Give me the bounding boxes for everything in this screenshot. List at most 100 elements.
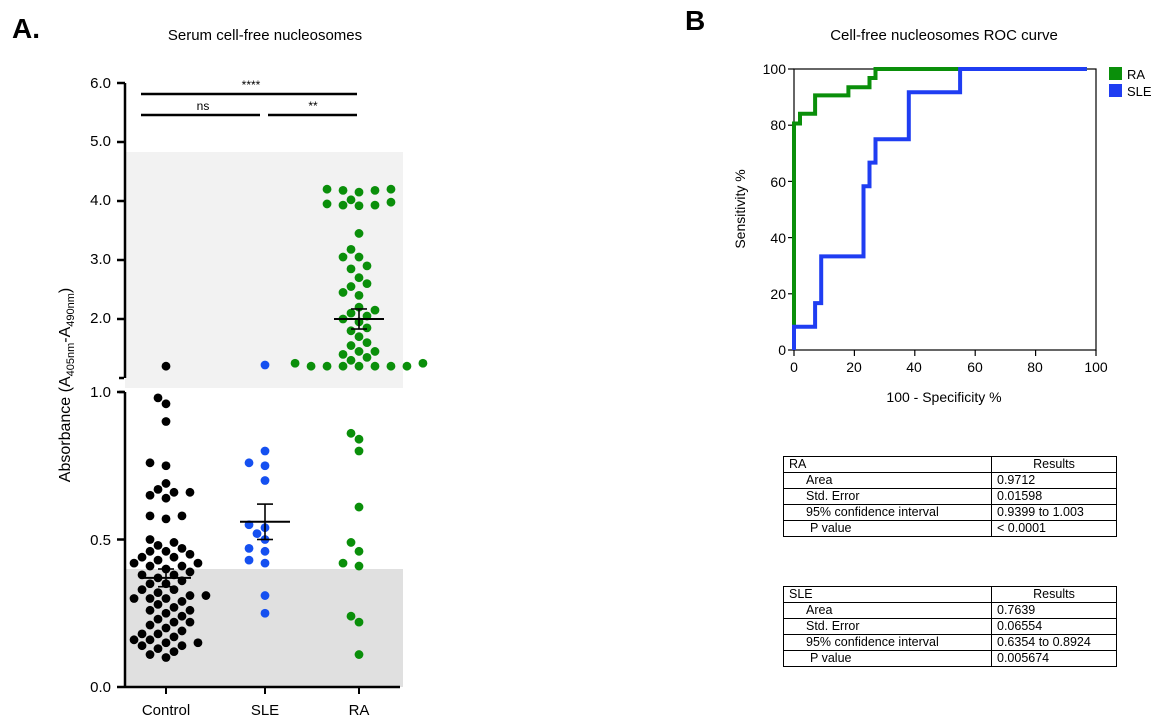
- sig-control-sle: ns: [197, 99, 210, 113]
- table-cell: Std. Error: [783, 618, 992, 635]
- data-point: [137, 585, 147, 595]
- data-point: [153, 484, 163, 494]
- data-point: [338, 200, 348, 210]
- data-point: [386, 184, 396, 194]
- data-point: [362, 338, 372, 347]
- data-point: [260, 591, 270, 600]
- roc-ticks: [788, 68, 1097, 356]
- data-point: [185, 605, 195, 615]
- data-point: [338, 288, 348, 297]
- y-tick-label: 40: [770, 230, 786, 246]
- data-point: [193, 638, 203, 648]
- table-row: RA Results: [783, 456, 1117, 473]
- data-point: [386, 361, 396, 371]
- legend-label-sle: SLE: [1127, 84, 1152, 99]
- y-tick-label: 80: [770, 117, 786, 133]
- roc-line-sle: [792, 67, 1087, 350]
- x-category-label: Control: [142, 702, 190, 719]
- data-point: [354, 291, 364, 300]
- table-row: Area 0.9712: [783, 472, 1117, 489]
- data-point: [193, 558, 203, 568]
- data-point: [346, 264, 356, 274]
- panel-a-y-ticks: 6.0 5.0 4.0 3.0 2.0 1.0 0.5 0.0: [90, 75, 111, 696]
- data-point: [306, 361, 316, 371]
- data-point: [354, 187, 364, 197]
- roc-y-tick-labels: 0 20 40 60 80 100: [763, 61, 787, 358]
- table-cell: 95% confidence interval: [783, 504, 992, 521]
- data-point: [354, 361, 364, 371]
- data-point: [153, 393, 163, 403]
- data-point: [161, 546, 171, 556]
- data-point: [354, 561, 364, 571]
- table-cell: P value: [783, 650, 992, 667]
- data-point: [260, 461, 270, 471]
- data-point: [161, 623, 171, 633]
- data-point: [346, 341, 356, 350]
- data-point: [260, 558, 270, 568]
- data-point: [169, 647, 179, 656]
- data-point: [177, 543, 187, 553]
- data-point: [322, 199, 332, 209]
- data-point: [153, 588, 163, 597]
- ra-results-table: RA Results Area 0.9712 Std. Error 0.0159…: [783, 456, 1117, 537]
- data-point: [145, 579, 155, 589]
- data-point: [161, 417, 171, 426]
- table-cell: Std. Error: [783, 488, 992, 505]
- data-point: [145, 650, 155, 659]
- table-cell: 0.01598: [991, 488, 1117, 505]
- data-point: [354, 650, 364, 659]
- roc-line-ra: [792, 67, 1087, 350]
- data-point: [161, 493, 171, 503]
- x-tick-label: 80: [1027, 359, 1043, 375]
- data-point: [260, 546, 270, 556]
- legend-label-ra: RA: [1127, 67, 1145, 82]
- table-cell: Results: [991, 586, 1117, 603]
- sig-sle-ra: **: [308, 99, 318, 113]
- data-point: [161, 461, 171, 471]
- sle-results-table: SLE Results Area 0.7639 Std. Error 0.065…: [783, 586, 1117, 667]
- data-point: [370, 200, 380, 210]
- data-point: [137, 552, 147, 562]
- data-point: [252, 529, 262, 538]
- data-point: [260, 446, 270, 456]
- data-point: [370, 185, 380, 195]
- data-point: [354, 273, 364, 283]
- table-row: SLE Results: [783, 586, 1117, 603]
- data-point: [185, 549, 195, 559]
- table-cell: Area: [783, 602, 992, 619]
- data-point: [145, 546, 155, 556]
- sig-overall: ****: [242, 78, 261, 92]
- data-point: [185, 591, 195, 600]
- data-point: [402, 361, 412, 371]
- data-point: [244, 458, 254, 468]
- data-point: [386, 197, 396, 207]
- data-point: [169, 538, 179, 547]
- x-tick-label: 40: [906, 359, 922, 375]
- data-point: [346, 538, 356, 547]
- data-point: [161, 361, 171, 371]
- data-point: [145, 458, 155, 468]
- data-point: [322, 184, 332, 194]
- table-cell: P value: [783, 520, 992, 537]
- data-point: [354, 434, 364, 444]
- significance-brackets: **** ns **: [141, 78, 357, 117]
- data-point: [153, 644, 163, 654]
- x-tick-label: 0: [790, 359, 798, 375]
- data-point: [161, 653, 171, 662]
- data-point: [137, 641, 147, 651]
- data-point: [362, 279, 372, 288]
- data-point: [161, 608, 171, 618]
- data-point: [354, 446, 364, 456]
- y-tick-label: 0: [778, 342, 786, 358]
- background-bands: [125, 152, 403, 687]
- data-point: [418, 358, 428, 368]
- data-point: [177, 611, 187, 621]
- y-tick-label: 0.0: [90, 679, 111, 696]
- y-tick-label: 5.0: [90, 133, 111, 150]
- table-cell: 0.9712: [991, 472, 1117, 489]
- data-point: [346, 428, 356, 438]
- table-cell: 0.9399 to 1.003: [991, 504, 1117, 521]
- panel-a-x-categories: Control SLE RA: [142, 702, 370, 719]
- data-point: [354, 229, 364, 238]
